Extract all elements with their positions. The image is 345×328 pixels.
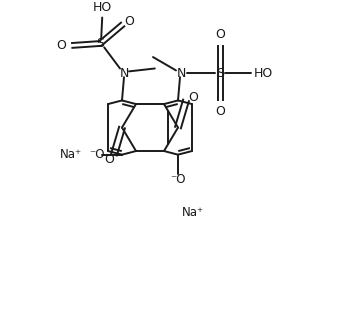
Text: ⁻O: ⁻O xyxy=(170,173,186,186)
Text: O: O xyxy=(104,153,114,166)
Text: ⁻O: ⁻O xyxy=(89,148,105,161)
Text: O: O xyxy=(215,28,225,41)
Text: N: N xyxy=(119,67,129,80)
Text: Na⁺: Na⁺ xyxy=(182,206,204,219)
Text: N: N xyxy=(176,67,186,80)
Text: S: S xyxy=(216,67,224,80)
Text: O: O xyxy=(188,91,198,104)
Text: HO: HO xyxy=(254,67,273,80)
Text: O: O xyxy=(125,15,135,28)
Text: Na⁺: Na⁺ xyxy=(60,148,82,161)
Text: O: O xyxy=(56,39,66,52)
Text: HO: HO xyxy=(92,1,112,14)
Text: S: S xyxy=(96,37,104,50)
Text: O: O xyxy=(215,105,225,118)
